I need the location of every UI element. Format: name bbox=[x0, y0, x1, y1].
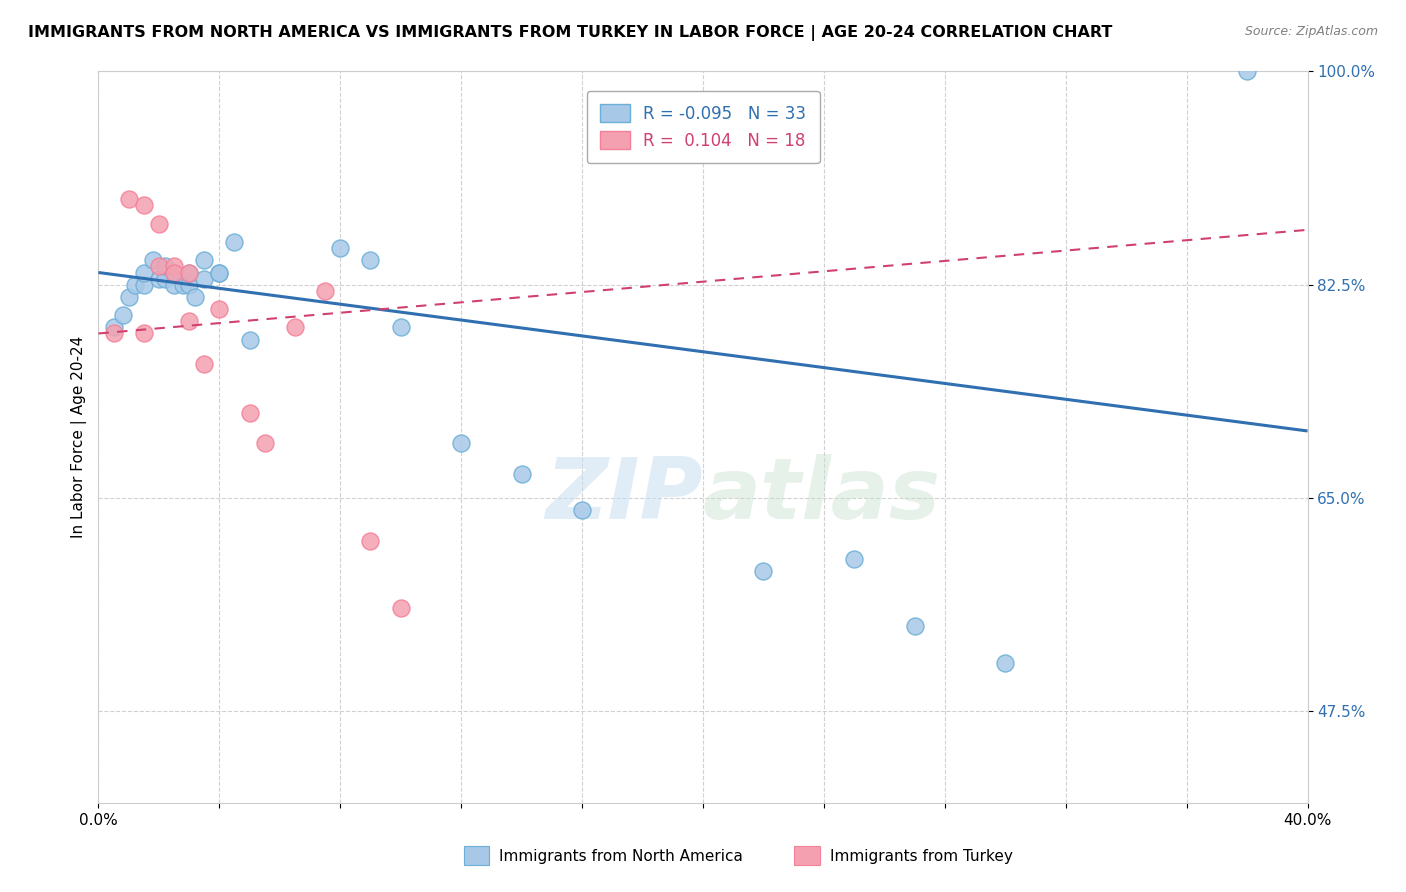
Point bbox=[163, 266, 186, 280]
Point bbox=[111, 308, 134, 322]
Point bbox=[752, 564, 775, 578]
Point bbox=[132, 198, 155, 212]
Point bbox=[239, 333, 262, 347]
Point bbox=[163, 266, 186, 280]
Point bbox=[360, 533, 382, 548]
Point bbox=[148, 260, 170, 274]
Point bbox=[132, 326, 155, 341]
Point bbox=[179, 266, 201, 280]
Point bbox=[179, 314, 201, 328]
Point bbox=[510, 467, 533, 481]
Point bbox=[103, 320, 125, 334]
Text: Immigrants from Turkey: Immigrants from Turkey bbox=[830, 849, 1012, 863]
Point bbox=[163, 277, 186, 292]
Point bbox=[148, 271, 170, 285]
Point bbox=[118, 290, 141, 304]
Point bbox=[389, 600, 412, 615]
Point bbox=[844, 552, 866, 566]
Point bbox=[450, 436, 472, 450]
Point bbox=[208, 266, 231, 280]
Point bbox=[284, 320, 307, 334]
Text: IMMIGRANTS FROM NORTH AMERICA VS IMMIGRANTS FROM TURKEY IN LABOR FORCE | AGE 20-: IMMIGRANTS FROM NORTH AMERICA VS IMMIGRA… bbox=[28, 25, 1112, 41]
Point bbox=[179, 277, 201, 292]
Y-axis label: In Labor Force | Age 20-24: In Labor Force | Age 20-24 bbox=[72, 336, 87, 538]
Point bbox=[184, 290, 207, 304]
Text: ZIP: ZIP bbox=[546, 454, 703, 537]
Point bbox=[124, 277, 146, 292]
Point bbox=[132, 277, 155, 292]
Point bbox=[360, 253, 382, 268]
Point bbox=[193, 271, 215, 285]
Point bbox=[253, 436, 276, 450]
Point bbox=[172, 277, 194, 292]
Point bbox=[904, 619, 927, 633]
Text: Immigrants from North America: Immigrants from North America bbox=[499, 849, 742, 863]
Point bbox=[208, 266, 231, 280]
Point bbox=[239, 406, 262, 420]
Point bbox=[148, 217, 170, 231]
Legend: R = -0.095   N = 33, R =  0.104   N = 18: R = -0.095 N = 33, R = 0.104 N = 18 bbox=[586, 91, 820, 163]
Point bbox=[103, 326, 125, 341]
Point bbox=[314, 284, 336, 298]
Point bbox=[142, 253, 165, 268]
Point bbox=[389, 320, 412, 334]
Point bbox=[163, 260, 186, 274]
Point bbox=[994, 656, 1017, 670]
Point bbox=[1236, 64, 1258, 78]
Point bbox=[193, 357, 215, 371]
Point bbox=[193, 253, 215, 268]
Point bbox=[153, 260, 176, 274]
Point bbox=[224, 235, 246, 249]
Point bbox=[571, 503, 593, 517]
Point bbox=[132, 266, 155, 280]
Point bbox=[118, 192, 141, 206]
Text: atlas: atlas bbox=[703, 454, 941, 537]
Point bbox=[329, 241, 352, 255]
Point bbox=[153, 271, 176, 285]
Point bbox=[208, 301, 231, 317]
Text: Source: ZipAtlas.com: Source: ZipAtlas.com bbox=[1244, 25, 1378, 38]
Point bbox=[179, 266, 201, 280]
